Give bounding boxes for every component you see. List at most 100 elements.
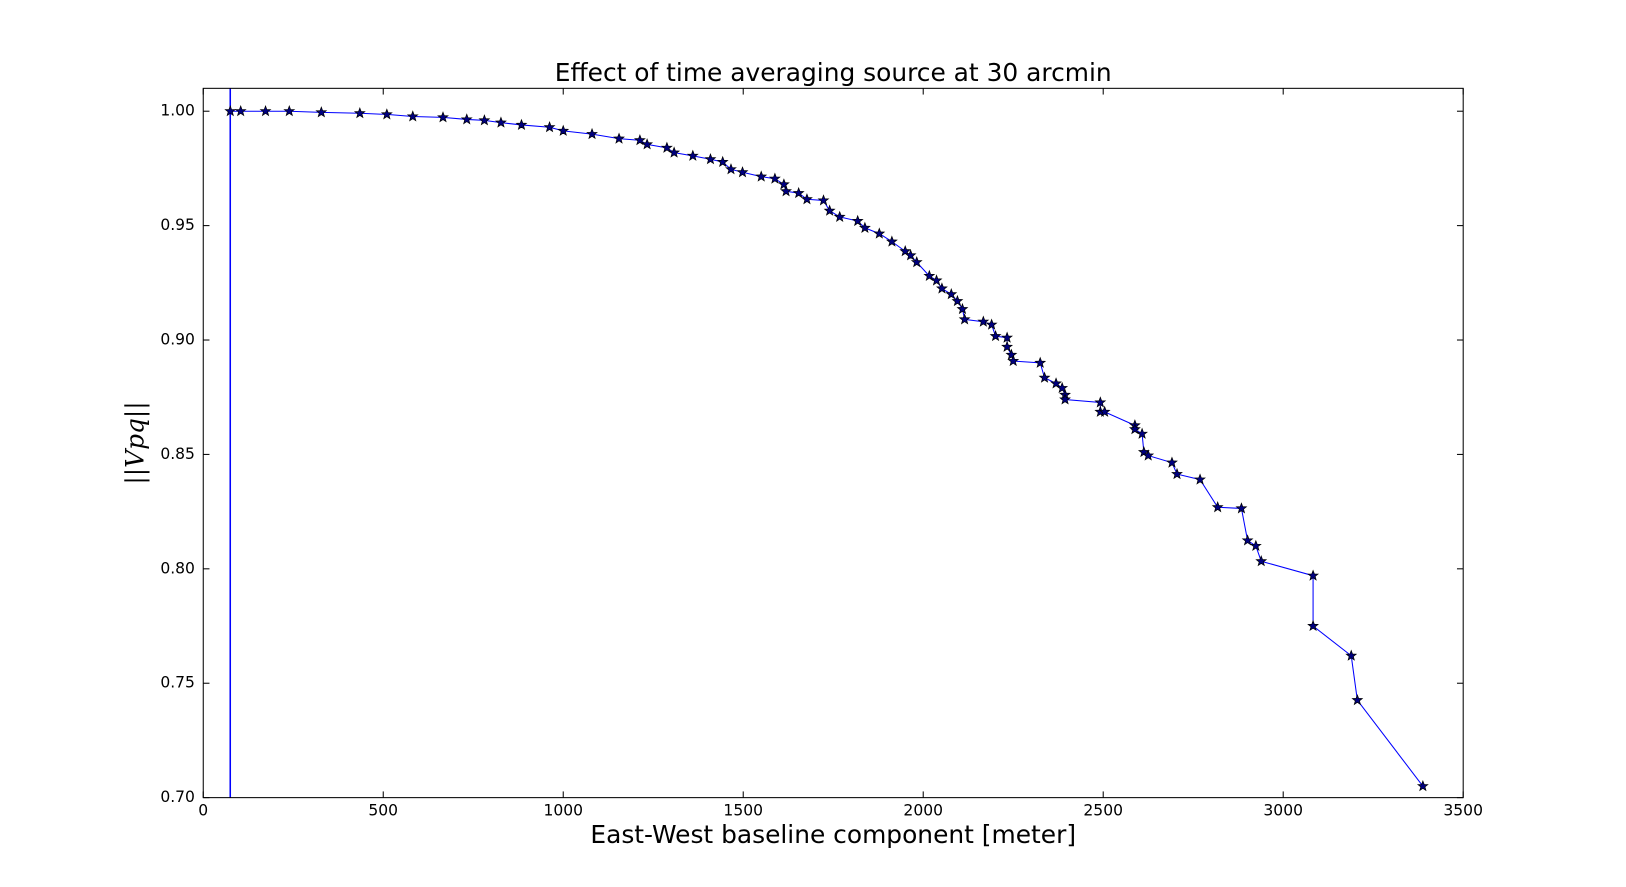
data-point	[1255, 555, 1268, 567]
data-point	[1001, 340, 1014, 352]
x-tick-label: 2000	[903, 802, 943, 820]
data-point	[1005, 348, 1018, 360]
data-point	[777, 178, 790, 190]
data-point	[956, 302, 969, 315]
data-point	[936, 282, 948, 294]
data-point	[1056, 381, 1069, 394]
data-point	[801, 193, 813, 205]
data-point	[1094, 396, 1107, 408]
data-point	[858, 221, 871, 233]
data-point	[780, 185, 792, 197]
data-point	[958, 313, 971, 325]
x-axis-label: East-West baseline component [meter]	[590, 820, 1076, 849]
data-point	[923, 269, 936, 281]
x-tick-label: 2500	[1083, 802, 1123, 820]
data-point	[1211, 501, 1224, 513]
data-point	[910, 256, 923, 268]
x-tick-label: 500	[368, 802, 398, 820]
data-point	[613, 132, 625, 144]
data-point	[792, 186, 805, 199]
data-point	[1171, 467, 1183, 480]
x-tick-label: 1000	[543, 802, 583, 820]
data-point	[660, 141, 673, 153]
data-point	[234, 104, 247, 117]
data-point	[904, 249, 917, 261]
data-point	[515, 118, 528, 130]
data-point	[586, 127, 598, 140]
plot-frame	[202, 87, 1464, 799]
data-point	[1194, 473, 1206, 485]
data-point	[951, 294, 964, 307]
data-point	[1307, 569, 1320, 581]
data-point	[1007, 354, 1020, 367]
y-tick-label: 0.70	[160, 788, 195, 806]
data-point	[985, 318, 998, 330]
data-point	[633, 134, 646, 146]
chart-title: Effect of time averaging source at 30 ar…	[555, 58, 1112, 87]
x-tick-label: 3500	[1443, 802, 1483, 820]
data-point	[259, 104, 272, 117]
data-point	[224, 104, 237, 117]
data-point	[704, 153, 717, 165]
data-point	[989, 329, 1002, 342]
data-point	[885, 235, 898, 247]
data-point	[315, 106, 328, 118]
data-point	[1142, 449, 1155, 461]
data-point	[543, 121, 556, 133]
x-tick-label: 0	[198, 802, 208, 820]
data-point	[1059, 393, 1071, 405]
y-tick-label: 1.00	[160, 102, 195, 120]
data-point	[977, 315, 990, 327]
data-point	[823, 204, 836, 216]
data-point	[283, 104, 296, 117]
data-point	[380, 108, 393, 120]
data-point	[1001, 331, 1014, 343]
y-tick-label: 0.90	[160, 331, 195, 349]
data-point	[945, 288, 958, 300]
data-point	[1166, 456, 1178, 468]
data-point	[1038, 371, 1051, 383]
data-point	[1136, 427, 1149, 439]
data-point	[736, 166, 749, 178]
y-tick-label: 0.80	[160, 559, 195, 577]
data-point	[460, 113, 473, 125]
data-point	[1345, 649, 1358, 661]
data-point	[1241, 534, 1254, 546]
data-point	[725, 163, 737, 175]
y-tick-label: 0.75	[160, 674, 195, 692]
data-point	[817, 194, 830, 206]
data-point	[873, 227, 886, 239]
data-point	[1128, 423, 1141, 435]
data-point	[716, 155, 729, 168]
x-tick-label: 1500	[723, 802, 763, 820]
y-tick-label: 0.85	[160, 445, 195, 463]
data-point	[768, 172, 781, 184]
data-point	[557, 124, 570, 136]
data-point	[1098, 405, 1111, 417]
data-point	[495, 116, 507, 128]
data-point	[1416, 779, 1429, 792]
data-point	[1235, 502, 1248, 514]
data-point	[478, 114, 491, 126]
data-point	[833, 210, 846, 222]
data-point	[353, 107, 366, 119]
data-point	[437, 111, 449, 123]
data-point	[755, 170, 768, 182]
y-axis-label: ||Vpq||	[120, 401, 150, 484]
y-tick-label: 0.95	[160, 216, 195, 234]
data-point	[1307, 619, 1319, 632]
data-point	[668, 146, 681, 158]
data-point	[1351, 693, 1364, 706]
x-tick-label: 3000	[1263, 802, 1303, 820]
data-point	[406, 110, 419, 122]
data-point	[930, 274, 943, 286]
data-point	[1050, 377, 1062, 389]
data-point	[686, 149, 699, 161]
data-point	[641, 138, 654, 150]
data-point	[1034, 356, 1047, 368]
data-point	[1249, 539, 1262, 551]
data-point	[899, 245, 912, 257]
